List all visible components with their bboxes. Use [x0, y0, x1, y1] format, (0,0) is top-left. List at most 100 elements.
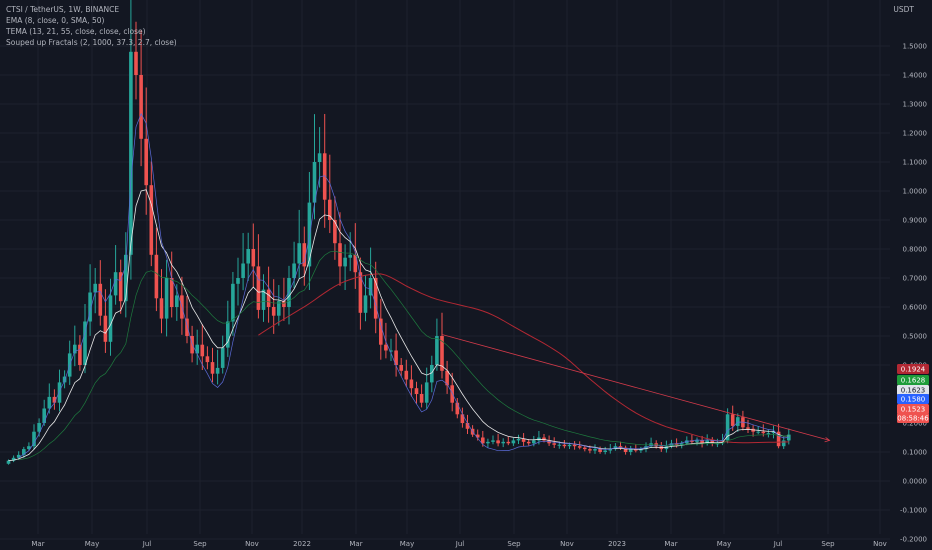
candle	[185, 295, 189, 344]
candle-body	[435, 336, 439, 365]
candle-body	[169, 278, 174, 307]
candle-body	[450, 385, 454, 403]
price-label: 0.1628	[897, 375, 929, 385]
candle-body	[583, 447, 587, 450]
y-tick-label: -0.2000	[900, 536, 927, 544]
y-tick-label: 0.6000	[903, 304, 928, 312]
candle-body	[185, 318, 189, 336]
candle	[516, 434, 521, 445]
candle-body	[52, 396, 57, 403]
candle	[62, 370, 67, 389]
legend-fractals[interactable]: Souped up Fractals (2, 1000, 37.3, 2.7, …	[6, 38, 177, 47]
candle	[394, 333, 398, 377]
price-label-text: 0.1623	[901, 387, 926, 395]
x-tick-label: May	[85, 540, 99, 548]
candle	[450, 372, 454, 412]
candle	[348, 232, 352, 272]
candle-body	[695, 440, 699, 442]
candle	[445, 360, 449, 394]
candle-body	[501, 441, 505, 444]
candle	[486, 438, 490, 448]
candle	[22, 446, 26, 458]
candle	[598, 446, 602, 454]
candle-body	[200, 344, 205, 357]
ema-line	[8, 189, 789, 462]
price-label: 0.1580	[897, 394, 929, 404]
price-label-text: 08:58:46	[897, 415, 929, 423]
candle-body	[312, 162, 317, 203]
x-tick-label: Mar	[349, 540, 362, 548]
candle-body	[42, 408, 46, 423]
legend-tema[interactable]: TEMA (13, 21, 55, close, close, close)	[6, 27, 146, 36]
candle-body	[516, 438, 521, 441]
candle	[256, 234, 261, 319]
trendline	[441, 334, 830, 441]
tema-fast-line	[18, 112, 789, 459]
candle	[781, 436, 786, 449]
candle	[52, 389, 57, 410]
candle	[333, 196, 337, 260]
y-tick-label: -0.1000	[900, 507, 927, 515]
candle-body	[108, 295, 113, 342]
candle-body	[246, 249, 250, 264]
candle-body	[368, 278, 373, 296]
candle-body	[389, 350, 393, 352]
candle-body	[317, 153, 322, 162]
y-tick-label: 0.0000	[903, 478, 928, 486]
candle	[210, 347, 215, 383]
candle	[103, 289, 108, 353]
candle	[700, 435, 704, 448]
time-axis[interactable]: Mar May Jul Sep Nov 2022 Mar May Jul Sep Nov 2023 Ma…	[31, 540, 886, 548]
y-tick-label: 1.5000	[903, 43, 928, 51]
candle	[501, 438, 505, 448]
candle-body	[271, 307, 276, 316]
grid	[0, 0, 890, 540]
price-label-box	[897, 394, 929, 404]
x-tick-label: Nov	[245, 540, 259, 548]
candle	[409, 365, 414, 397]
currency-label[interactable]: USDT	[893, 5, 914, 14]
candle-body	[297, 243, 301, 264]
candle	[200, 324, 205, 371]
candle	[32, 424, 36, 449]
candle	[414, 381, 419, 404]
candle-body	[338, 243, 342, 267]
candle-body	[623, 447, 628, 452]
candle	[460, 407, 465, 428]
candle-body	[475, 434, 480, 438]
candle	[205, 346, 210, 370]
candle-body	[205, 356, 210, 363]
candle-body	[430, 365, 434, 383]
candle	[419, 384, 424, 408]
candle-body	[226, 321, 230, 348]
candle-body	[118, 272, 123, 302]
legend-symbol[interactable]: CTSI / TetherUS, 1W, BINANCE	[6, 5, 120, 14]
candle	[639, 446, 643, 453]
candle-body	[746, 427, 750, 429]
candle	[603, 446, 607, 455]
x-tick-label: Sep	[193, 540, 207, 548]
candle	[47, 383, 52, 414]
candle-body	[572, 444, 577, 447]
candle-body	[241, 263, 245, 278]
price-label-text: 0.1580	[901, 396, 926, 404]
candle	[246, 232, 250, 281]
candle	[297, 209, 301, 279]
y-tick-label: 1.2000	[903, 130, 928, 138]
candle-body	[577, 446, 582, 448]
y-tick-label: 1.1000	[903, 159, 928, 167]
candle-body	[481, 437, 485, 444]
candle-body	[491, 440, 495, 442]
x-tick-label: May	[717, 540, 731, 548]
tema-slow-line	[18, 250, 789, 461]
candle-body	[532, 440, 536, 444]
candle-body	[363, 295, 368, 313]
candle	[710, 437, 715, 447]
candle	[124, 232, 128, 318]
candle-body	[496, 440, 500, 444]
indicator-lines	[8, 112, 831, 462]
legend-ema[interactable]: EMA (8, close, 0, SMA, 50)	[6, 16, 105, 25]
candle-body	[78, 344, 82, 365]
